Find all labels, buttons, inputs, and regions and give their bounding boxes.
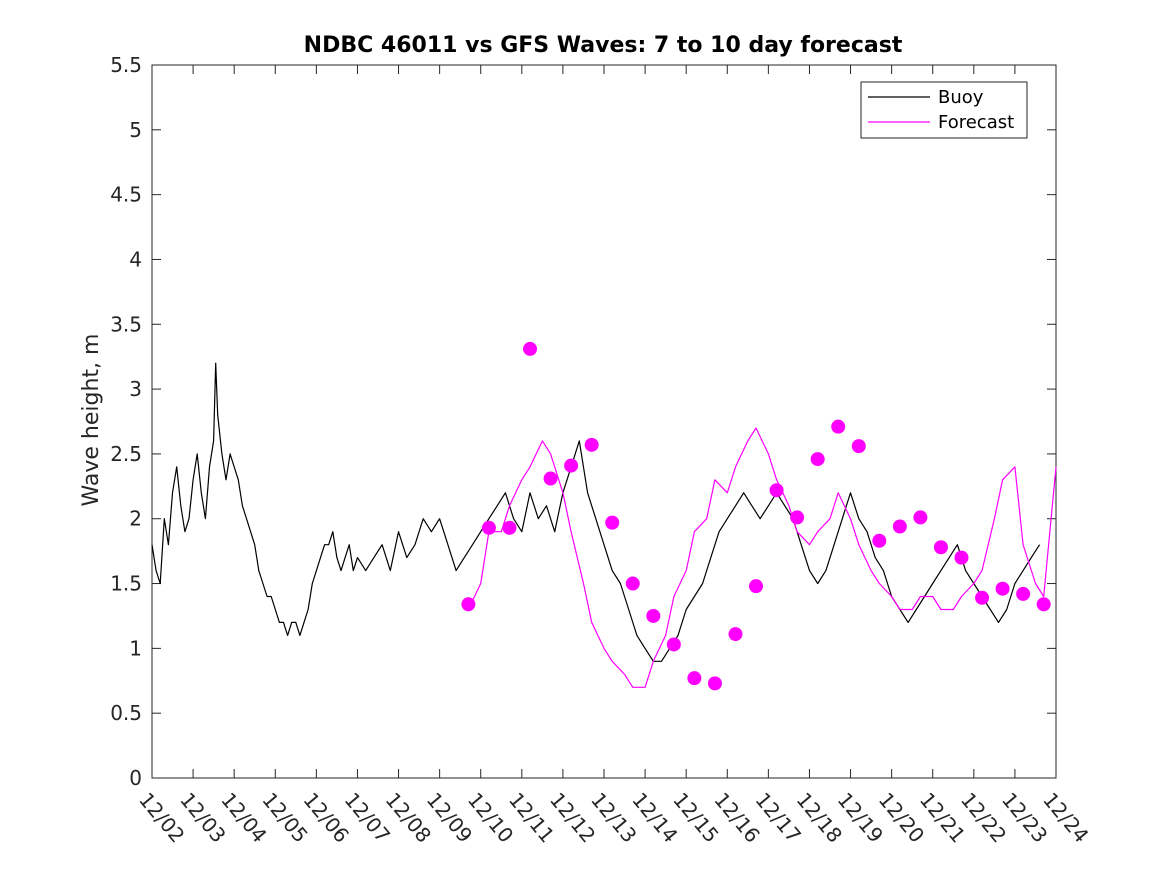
- y-tick-label: 2.5: [110, 442, 142, 466]
- y-tick-label: 3.5: [110, 312, 142, 336]
- forecast-marker: [892, 519, 907, 534]
- forecast-marker: [646, 608, 661, 623]
- forecast-marker: [564, 458, 579, 473]
- forecast-marker: [851, 439, 866, 454]
- legend-forecast-label: Forecast: [938, 112, 1014, 133]
- y-tick-label: 1: [129, 636, 142, 660]
- y-tick-label: 5: [129, 118, 142, 142]
- forecast-marker: [1036, 597, 1051, 612]
- chart-title: NDBC 46011 vs GFS Waves: 7 to 10 day for…: [304, 33, 903, 58]
- forecast-marker: [584, 437, 599, 452]
- forecast-marker: [790, 510, 805, 525]
- y-tick-label: 4: [129, 247, 142, 271]
- series-layer: [151, 362, 1057, 688]
- y-tick-label: 5.5: [110, 53, 142, 77]
- forecast-marker: [933, 540, 948, 555]
- forecast-marker: [502, 520, 517, 535]
- plot-frame: [151, 64, 1057, 779]
- y-tick-label: 3: [129, 377, 142, 401]
- plot-area: 12/0212/0312/0412/0512/0612/0712/0812/09…: [110, 53, 1093, 847]
- legend-buoy-label: Buoy: [938, 87, 984, 108]
- y-tick-label: 2: [129, 507, 142, 531]
- forecast-marker: [1016, 586, 1031, 601]
- forecast-marker: [954, 550, 969, 565]
- forecast-marker: [749, 579, 764, 594]
- forecast-marker: [872, 533, 887, 548]
- forecast-marker: [523, 341, 538, 356]
- y-tick-label: 0: [129, 766, 142, 790]
- forecast-marker: [461, 597, 476, 612]
- forecast-marker: [481, 520, 496, 535]
- legend-box: [860, 81, 1028, 139]
- forecast-marker: [707, 676, 722, 691]
- y-axis-label: Wave height, m: [79, 334, 104, 507]
- forecast-marker: [625, 576, 640, 591]
- series-line-buoy: [151, 362, 1041, 662]
- forecast-marker: [831, 419, 846, 434]
- forecast-marker: [810, 452, 825, 467]
- forecast-marker: [728, 627, 743, 642]
- forecast-marker: [995, 581, 1010, 596]
- forecast-marker: [975, 590, 990, 605]
- forecast-markers: [461, 341, 1051, 691]
- legend: Buoy Forecast: [860, 81, 1028, 139]
- forecast-marker: [687, 671, 702, 686]
- y-tick-label: 4.5: [110, 183, 142, 207]
- forecast-marker: [543, 471, 558, 486]
- y-tick-label: 0.5: [110, 701, 142, 725]
- series-line-forecast: [467, 427, 1057, 688]
- y-tick-label: 1.5: [110, 572, 142, 596]
- forecast-marker: [769, 483, 784, 498]
- forecast-marker: [605, 515, 620, 530]
- y-axis: 0 0.5 1 1.5 2 2.5 3 3.5 4 4.5 5 5.5: [110, 53, 1056, 790]
- forecast-marker: [913, 510, 928, 525]
- forecast-marker: [666, 637, 681, 652]
